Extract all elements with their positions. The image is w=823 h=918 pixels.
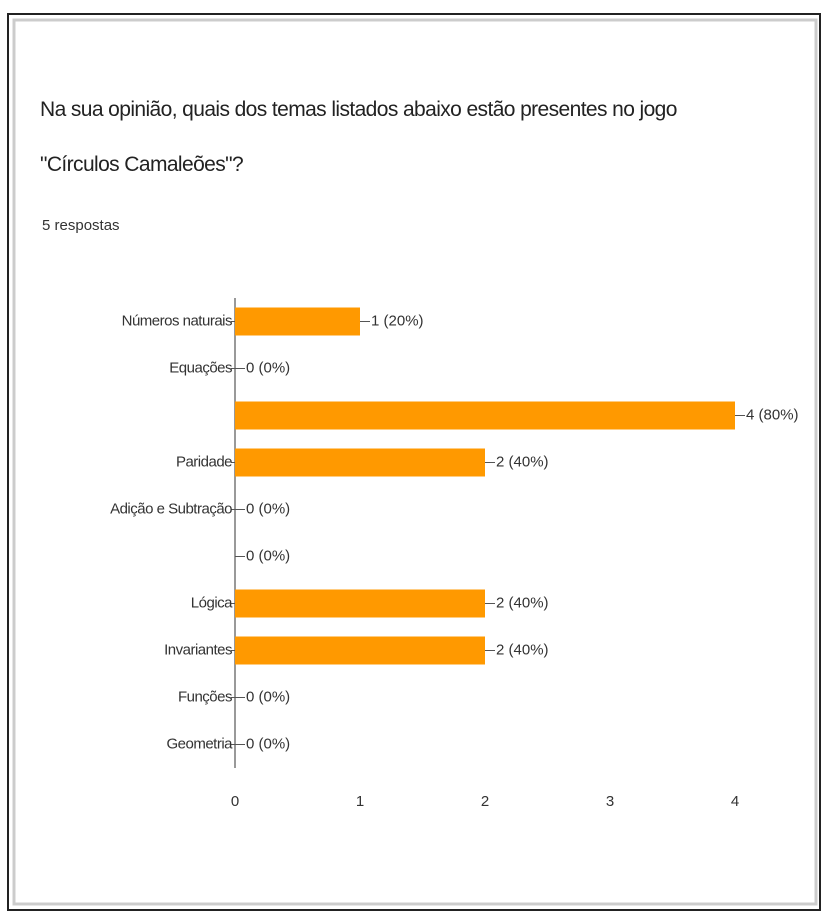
- subtitle: 5 respostas: [42, 217, 120, 234]
- data-label: 4 (80%): [746, 406, 799, 423]
- data-label: 2 (40%): [496, 641, 549, 658]
- title-box: Na sua opinião, quais dos temas listados…: [40, 98, 677, 176]
- chart-title: Na sua opinião, quais dos temas listados…: [40, 98, 677, 176]
- y-tick-label: Funções: [178, 688, 232, 705]
- data-label: 0 (0%): [246, 500, 290, 517]
- bar: [235, 401, 735, 430]
- data-label: 2 (40%): [496, 594, 549, 611]
- data-label: 0 (0%): [246, 688, 290, 705]
- x-tick-label: 1: [356, 793, 364, 810]
- data-label: 0 (0%): [246, 735, 290, 752]
- y-tick-label: Adição e Subtração: [110, 500, 232, 517]
- data-label: 0 (0%): [246, 359, 290, 376]
- x-tick-label: 3: [606, 793, 614, 810]
- x-tick-label: 0: [231, 793, 239, 810]
- y-tick-label: Lógica: [191, 594, 233, 611]
- data-label: 2 (40%): [496, 453, 549, 470]
- y-tick-label: Equações: [169, 359, 232, 376]
- bar: [235, 589, 485, 618]
- x-tick-label: 4: [731, 793, 739, 810]
- y-tick-label: Números naturais: [122, 312, 232, 329]
- data-label: 1 (20%): [371, 312, 424, 329]
- bar: [235, 448, 485, 477]
- bar: [235, 307, 360, 336]
- x-tick-label: 2: [481, 793, 489, 810]
- data-label: 0 (0%): [246, 547, 290, 564]
- card-border: [12, 18, 818, 906]
- bar: [235, 636, 485, 665]
- y-tick-label: Paridade: [176, 453, 232, 470]
- y-tick-label: Geometria: [166, 735, 233, 752]
- y-tick-label: Invariantes: [164, 641, 232, 658]
